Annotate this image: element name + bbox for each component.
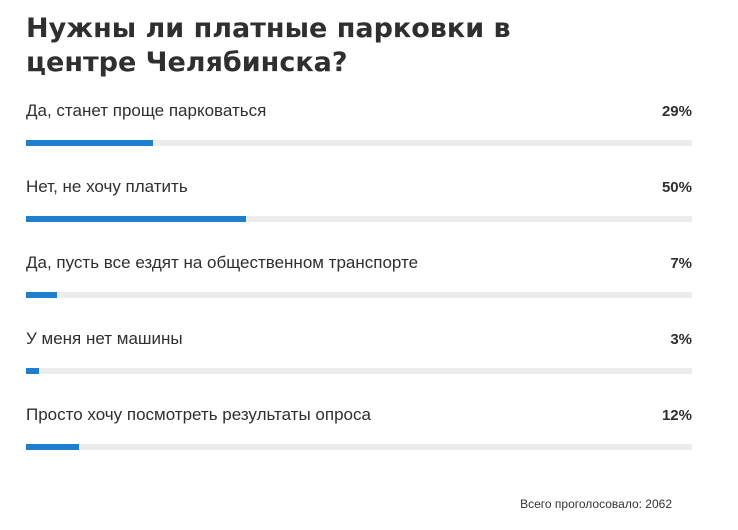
- option-percent: 50%: [661, 179, 692, 196]
- progress-bar-track: [26, 444, 692, 450]
- poll-option-3[interactable]: Да, пусть все ездят на общественном тран…: [26, 253, 692, 329]
- poll-title: Нужны ли платные парковки в центре Челяб…: [26, 13, 511, 78]
- progress-bar-fill: [26, 368, 40, 374]
- option-label: Да, пусть все ездят на общественном тран…: [26, 253, 419, 272]
- poll-options: Да, станет проще парковаться 29% Нет, не…: [26, 101, 692, 481]
- poll-option-4[interactable]: У меня нет машины 3%: [26, 329, 692, 405]
- progress-bar-track: [26, 216, 692, 222]
- progress-bar-fill: [26, 216, 246, 222]
- progress-bar-track: [26, 140, 692, 146]
- option-label: Да, станет проще парковаться: [26, 101, 267, 120]
- total-votes: Всего проголосовало: 2062: [520, 497, 672, 511]
- progress-bar-fill: [26, 140, 154, 146]
- option-percent: 12%: [661, 407, 692, 424]
- option-label: У меня нет машины: [26, 329, 183, 348]
- option-percent: 29%: [661, 103, 692, 120]
- poll-widget: Нужны ли платные парковки в центре Челяб…: [26, 12, 692, 481]
- option-percent: 3%: [670, 331, 692, 348]
- option-label: Нет, не хочу платить: [26, 177, 188, 196]
- poll-option-2[interactable]: Нет, не хочу платить 50%: [26, 177, 692, 253]
- progress-bar-fill: [26, 292, 57, 298]
- option-percent: 7%: [670, 255, 692, 272]
- progress-bar-track: [26, 368, 692, 374]
- poll-option-1[interactable]: Да, станет проще парковаться 29%: [26, 101, 692, 177]
- poll-option-5[interactable]: Просто хочу посмотреть результаты опроса…: [26, 405, 692, 481]
- progress-bar-fill: [26, 444, 79, 450]
- progress-bar-track: [26, 292, 692, 298]
- option-label: Просто хочу посмотреть результаты опроса: [26, 405, 371, 424]
